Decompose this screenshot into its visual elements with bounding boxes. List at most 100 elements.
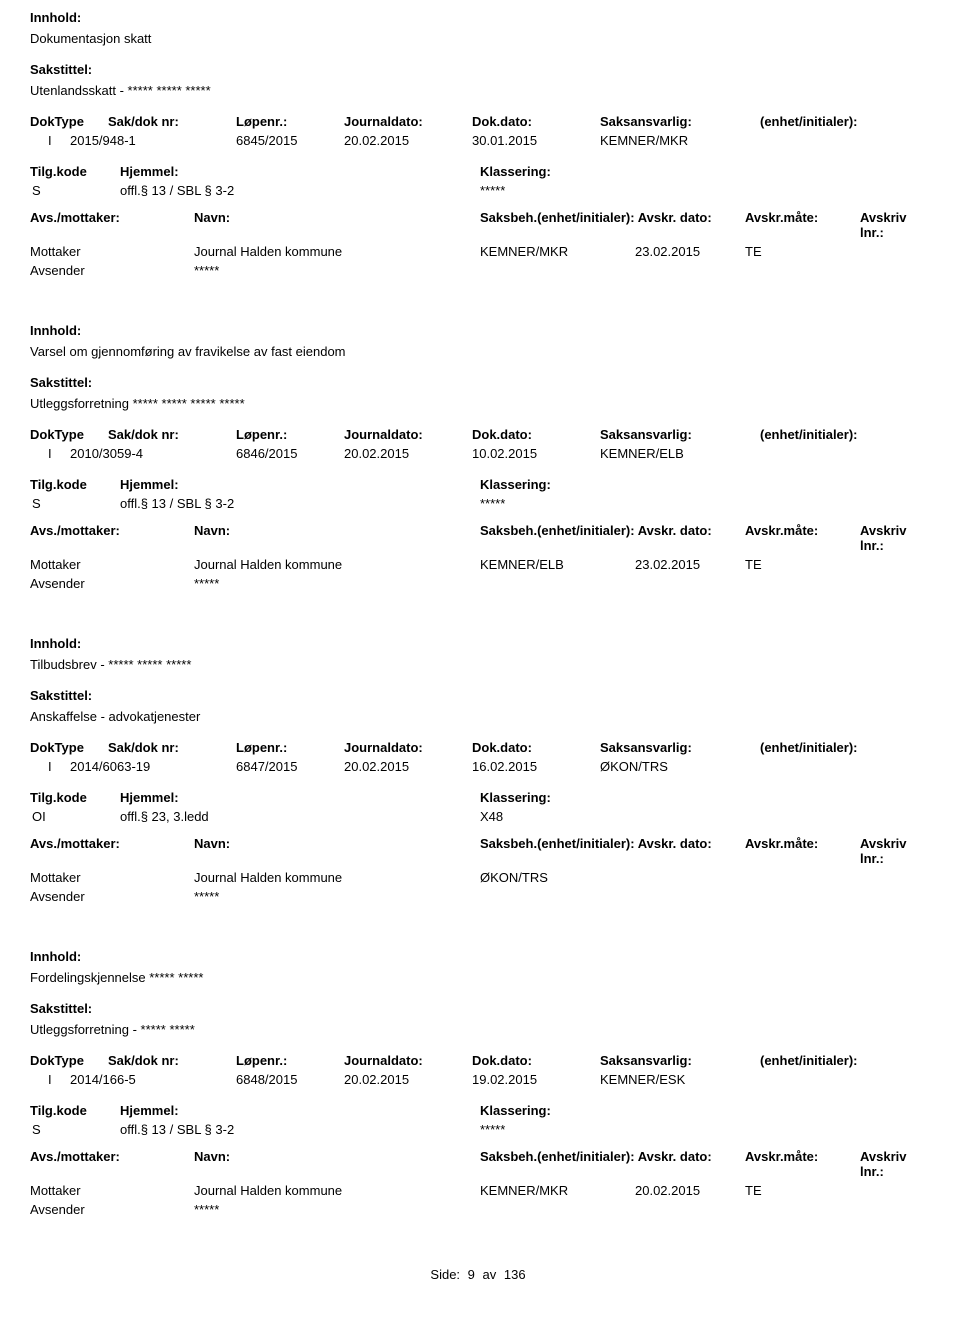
saksansvarlig-value: KEMNER/ELB bbox=[600, 446, 760, 461]
sakdok-label: Sak/dok nr: bbox=[108, 1053, 236, 1068]
innhold-label: Innhold: bbox=[30, 323, 930, 338]
saksansvarlig-value: KEMNER/ESK bbox=[600, 1072, 760, 1087]
saksbeh-label: Saksbeh.(enhet/initialer): Avskr. dato: bbox=[480, 523, 745, 553]
avsender-role: Avsender bbox=[30, 1202, 194, 1217]
lopenr-value: 6847/2015 bbox=[236, 759, 344, 774]
av-label: av bbox=[483, 1267, 497, 1282]
lopenr-label: Løpenr.: bbox=[236, 1053, 344, 1068]
sakdok-label: Sak/dok nr: bbox=[108, 114, 236, 129]
sakstittel-value: Anskaffelse - advokatjenester bbox=[30, 709, 930, 724]
journaldato-label: Journaldato: bbox=[344, 740, 472, 755]
saksbeh-label-txt: Saksbeh.(enhet/initialer): bbox=[480, 523, 635, 538]
navn-label: Navn: bbox=[194, 836, 480, 866]
saksbeh-value: KEMNER/MKR bbox=[480, 1183, 635, 1198]
avskrivlnr-label: Avskriv lnr.: bbox=[860, 1149, 930, 1179]
avsender-navn: ***** bbox=[194, 576, 480, 591]
sakdok-value: 2014/6063-19 bbox=[70, 759, 236, 774]
avsender-role: Avsender bbox=[30, 576, 194, 591]
dokdato-value: 19.02.2015 bbox=[472, 1072, 600, 1087]
innhold-label: Innhold: bbox=[30, 949, 930, 964]
avskrdato-label-txt: Avskr. dato: bbox=[638, 210, 712, 225]
klassering-value: X48 bbox=[480, 809, 930, 824]
avskrmate-value: TE bbox=[745, 1183, 860, 1198]
doktype-label: DokType bbox=[30, 740, 108, 755]
sakdok-value: 2015/948-1 bbox=[70, 133, 236, 148]
journaldato-value: 20.02.2015 bbox=[344, 1072, 472, 1087]
dokdato-label: Dok.dato: bbox=[472, 1053, 600, 1068]
innhold-value: Tilbudsbrev - ***** ***** ***** bbox=[30, 657, 930, 672]
avsmottaker-label: Avs./mottaker: bbox=[30, 523, 194, 553]
lopenr-label: Løpenr.: bbox=[236, 427, 344, 442]
sakdok-value: 2010/3059-4 bbox=[70, 446, 236, 461]
tilgkode-value: S bbox=[30, 1122, 120, 1137]
navn-label: Navn: bbox=[194, 1149, 480, 1179]
mottaker-navn: Journal Halden kommune bbox=[194, 1183, 480, 1198]
dokdato-label: Dok.dato: bbox=[472, 740, 600, 755]
mottaker-navn: Journal Halden kommune bbox=[194, 870, 480, 885]
hjemmel-label: Hjemmel: bbox=[120, 477, 480, 492]
page-total: 136 bbox=[504, 1267, 526, 1282]
page-footer: Side: 9 av 136 bbox=[30, 1267, 930, 1282]
avskrivlnr-label: Avskriv lnr.: bbox=[860, 210, 930, 240]
hjemmel-value: offl.§ 13 / SBL § 3-2 bbox=[120, 1122, 480, 1137]
saksansvarlig-label: Saksansvarlig: bbox=[600, 114, 760, 129]
enhet-label: (enhet/initialer): bbox=[760, 427, 930, 442]
sakdok-label: Sak/dok nr: bbox=[108, 740, 236, 755]
dokdato-label: Dok.dato: bbox=[472, 427, 600, 442]
saksbeh-label: Saksbeh.(enhet/initialer): Avskr. dato: bbox=[480, 1149, 745, 1179]
dokdato-value: 30.01.2015 bbox=[472, 133, 600, 148]
saksansvarlig-label: Saksansvarlig: bbox=[600, 1053, 760, 1068]
innhold-value: Varsel om gjennomføring av fravikelse av… bbox=[30, 344, 930, 359]
dokdato-value: 10.02.2015 bbox=[472, 446, 600, 461]
avsmottaker-label: Avs./mottaker: bbox=[30, 210, 194, 240]
sakdok-label: Sak/dok nr: bbox=[108, 427, 236, 442]
hjemmel-label: Hjemmel: bbox=[120, 790, 480, 805]
avskrmate-label: Avskr.måte: bbox=[745, 836, 860, 866]
enhet-label: (enhet/initialer): bbox=[760, 114, 930, 129]
tilgkode-value: OI bbox=[30, 809, 120, 824]
mottaker-role: Mottaker bbox=[30, 1183, 194, 1198]
dokdato-value: 16.02.2015 bbox=[472, 759, 600, 774]
lopenr-value: 6848/2015 bbox=[236, 1072, 344, 1087]
hjemmel-label: Hjemmel: bbox=[120, 1103, 480, 1118]
tilgkode-label: Tilg.kode bbox=[30, 1103, 120, 1118]
mottaker-role: Mottaker bbox=[30, 870, 194, 885]
hjemmel-value: offl.§ 13 / SBL § 3-2 bbox=[120, 183, 480, 198]
klassering-label: Klassering: bbox=[480, 477, 930, 492]
avskrdato-value: 20.02.2015 bbox=[635, 1183, 745, 1198]
lopenr-label: Løpenr.: bbox=[236, 114, 344, 129]
hjemmel-value: offl.§ 23, 3.ledd bbox=[120, 809, 480, 824]
avskrdato-label-txt: Avskr. dato: bbox=[638, 1149, 712, 1164]
journaldato-value: 20.02.2015 bbox=[344, 133, 472, 148]
journaldato-label: Journaldato: bbox=[344, 114, 472, 129]
avskrdato-value: 23.02.2015 bbox=[635, 244, 745, 259]
journaldato-label: Journaldato: bbox=[344, 427, 472, 442]
mottaker-role: Mottaker bbox=[30, 244, 194, 259]
avskrdato-label-txt: Avskr. dato: bbox=[638, 836, 712, 851]
sakdok-value: 2014/166-5 bbox=[70, 1072, 236, 1087]
klassering-label: Klassering: bbox=[480, 790, 930, 805]
saksansvarlig-value: ØKON/TRS bbox=[600, 759, 760, 774]
doktype-value: I bbox=[30, 759, 70, 774]
saksbeh-label-txt: Saksbeh.(enhet/initialer): bbox=[480, 1149, 635, 1164]
sakstittel-value: Utleggsforretning ***** ***** ***** ****… bbox=[30, 396, 930, 411]
avskrdato-label-txt: Avskr. dato: bbox=[638, 523, 712, 538]
doktype-value: I bbox=[30, 446, 70, 461]
enhet-label: (enhet/initialer): bbox=[760, 1053, 930, 1068]
innhold-value: Dokumentasjon skatt bbox=[30, 31, 930, 46]
avskrmate-label: Avskr.måte: bbox=[745, 523, 860, 553]
saksbeh-value: KEMNER/ELB bbox=[480, 557, 635, 572]
sakstittel-label: Sakstittel: bbox=[30, 688, 930, 703]
avskrmate-label: Avskr.måte: bbox=[745, 210, 860, 240]
journal-entry: Innhold: Tilbudsbrev - ***** ***** *****… bbox=[30, 636, 930, 904]
lopenr-label: Løpenr.: bbox=[236, 740, 344, 755]
journal-entry: Innhold: Dokumentasjon skatt Sakstittel:… bbox=[30, 10, 930, 278]
doktype-value: I bbox=[30, 1072, 70, 1087]
avskrdato-value bbox=[635, 870, 745, 885]
tilgkode-value: S bbox=[30, 183, 120, 198]
innhold-value: Fordelingskjennelse ***** ***** bbox=[30, 970, 930, 985]
klassering-label: Klassering: bbox=[480, 164, 930, 179]
saksbeh-value: KEMNER/MKR bbox=[480, 244, 635, 259]
saksbeh-label: Saksbeh.(enhet/initialer): Avskr. dato: bbox=[480, 836, 745, 866]
lopenr-value: 6845/2015 bbox=[236, 133, 344, 148]
